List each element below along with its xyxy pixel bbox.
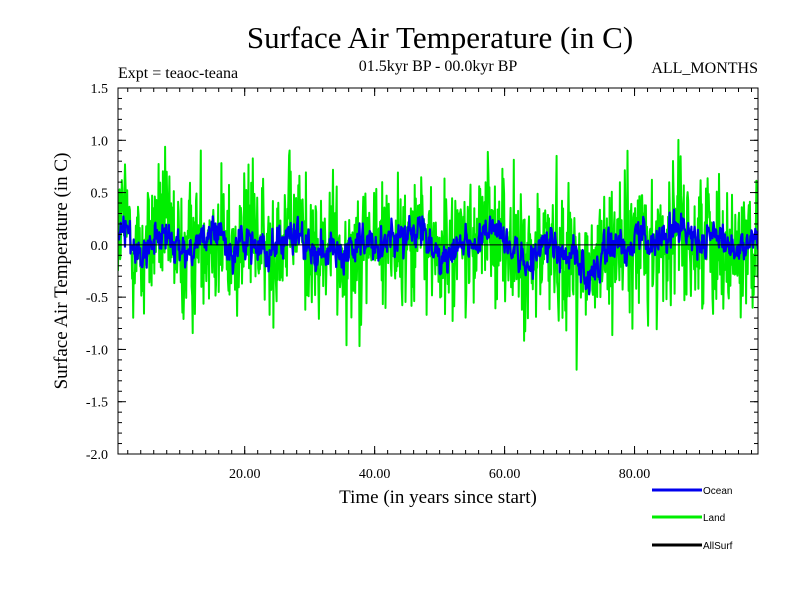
x-axis-label: Time (in years since start): [339, 487, 537, 508]
months-label: ALL_MONTHS: [651, 60, 758, 77]
y-tick-label: 1.5: [91, 82, 109, 97]
y-tick-label: 1.0: [91, 134, 109, 149]
legend-allsurf-label: AllSurf: [703, 541, 733, 552]
tick-layer: -2.0 -1.5 -1.0 -0.5 0.0 0.5 1.0 1.5 20.00 40.00 60…: [86, 82, 758, 482]
y-tick-label: 0.0: [91, 239, 109, 254]
x-tick-label: 60.00: [489, 467, 521, 482]
time-range-label: 01.5kyr BP - 00.0kyr BP: [359, 58, 518, 75]
series-line-ocean: [118, 208, 758, 296]
legend: Ocean Land AllSurf: [652, 486, 733, 552]
legend-land-label: Land: [703, 513, 725, 524]
y-tick-label: 0.5: [91, 187, 109, 202]
x-tick-label: 40.00: [359, 467, 391, 482]
legend-ocean-label: Ocean: [703, 486, 732, 497]
experiment-label: Expt = teaoc-teana: [118, 65, 238, 82]
y-tick-label: -1.5: [86, 396, 108, 411]
y-tick-label: -2.0: [86, 448, 108, 463]
x-tick-label: 20.00: [229, 467, 261, 482]
series-layer: [118, 138, 758, 371]
chart-title: Surface Air Temperature (in C): [247, 20, 633, 55]
y-tick-label: -0.5: [86, 291, 108, 306]
y-tick-label: -1.0: [86, 343, 108, 358]
plot-frame: [117, 87, 759, 455]
y-axis-label: Surface Air Temperature (in C): [51, 153, 72, 390]
x-tick-label: 80.00: [619, 467, 651, 482]
